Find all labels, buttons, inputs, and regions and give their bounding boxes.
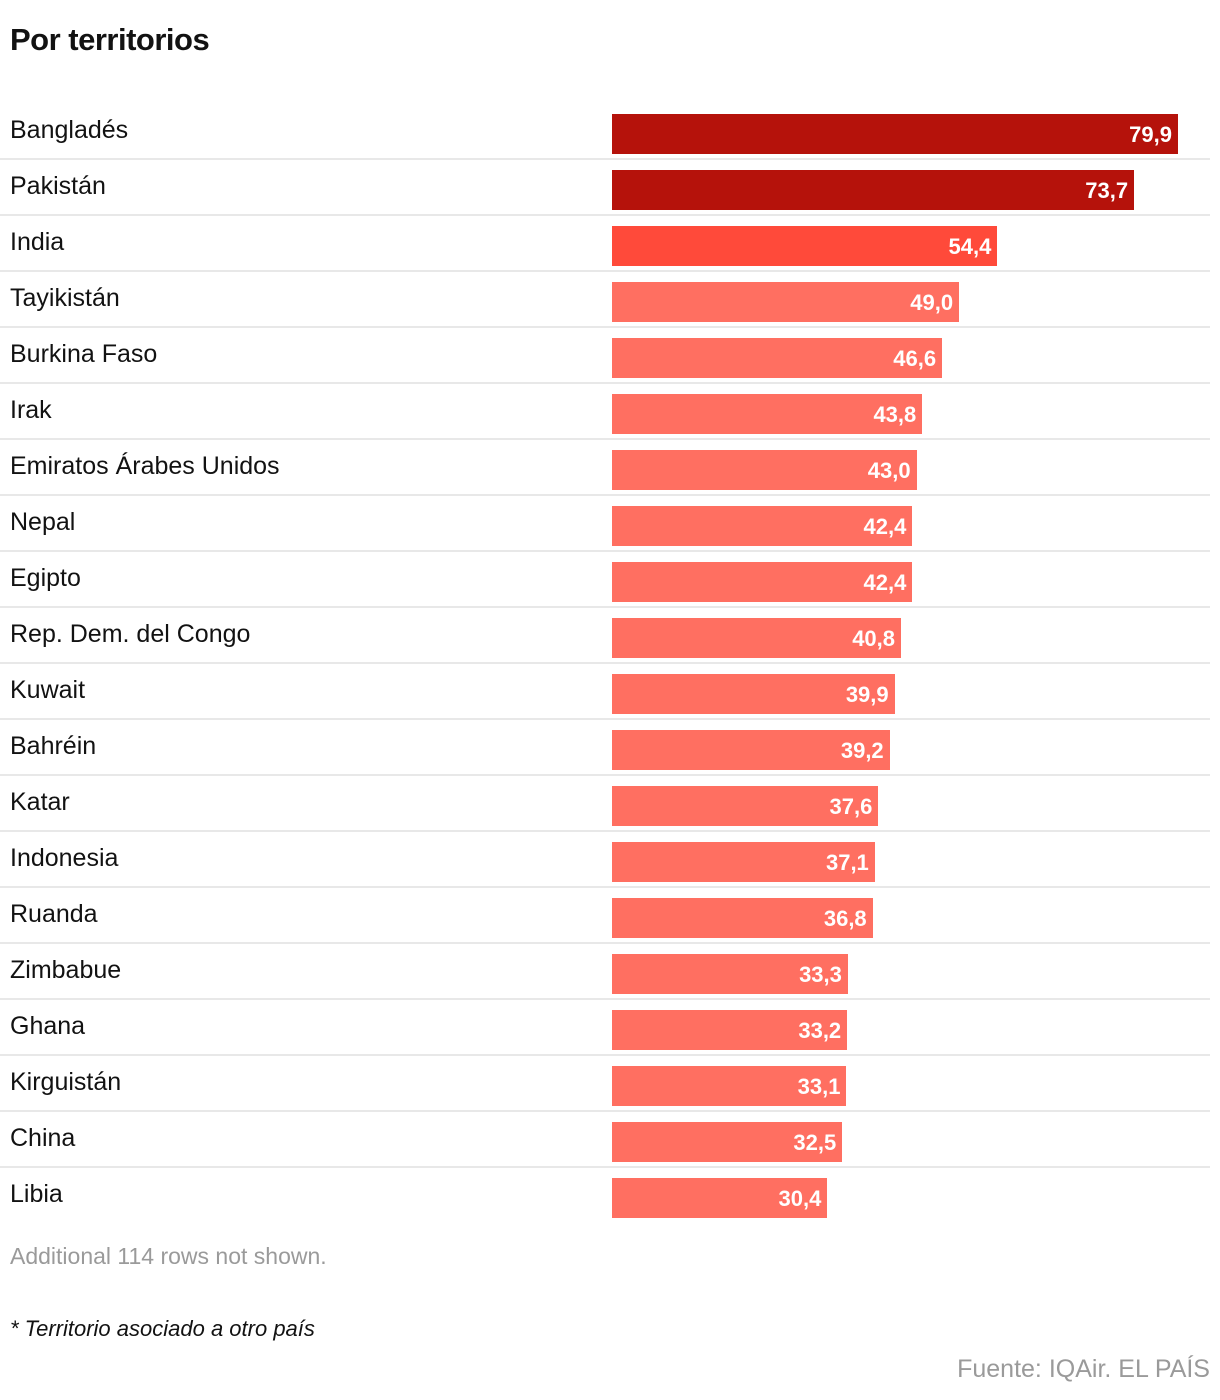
value-label: 43,0 — [867, 458, 911, 483]
value-label: 43,8 — [873, 402, 917, 427]
bar: 73,7 — [612, 170, 1135, 210]
value-label: 46,6 — [893, 346, 937, 371]
table-row: Pakistán 73,7 — [0, 160, 1210, 216]
country-label: Libia — [10, 1180, 63, 1208]
value-label: 73,7 — [1085, 178, 1129, 203]
bar: 30,4 — [612, 1178, 828, 1218]
bar: 79,9 — [612, 114, 1178, 154]
country-label: Ghana — [10, 1012, 86, 1040]
value-label: 32,5 — [793, 1130, 837, 1155]
table-row: Kuwait 39,9 — [0, 664, 1210, 720]
table-row: Libia 30,4 — [0, 1168, 1210, 1224]
bar: 33,2 — [612, 1010, 848, 1050]
footnote: * Territorio asociado a otro país — [10, 1316, 315, 1341]
bar: 39,9 — [612, 674, 895, 714]
table-row: Zimbabue 33,3 — [0, 944, 1210, 1000]
table-row: Indonesia 37,1 — [0, 832, 1210, 888]
value-label: 79,9 — [1129, 122, 1172, 147]
country-label: Bangladés — [10, 116, 129, 144]
bar: 39,2 — [612, 730, 890, 770]
table-row: Nepal 42,4 — [0, 496, 1210, 552]
country-label: Zimbabue — [10, 956, 122, 984]
country-label: Nepal — [10, 508, 76, 536]
bar: 32,5 — [612, 1122, 843, 1162]
country-label: Ruanda — [10, 900, 98, 928]
table-row: Burkina Faso 46,6 — [0, 328, 1210, 384]
value-label: 42,4 — [863, 514, 907, 539]
table-row: India 54,4 — [0, 216, 1210, 272]
bar: 46,6 — [612, 338, 943, 378]
value-label: 37,6 — [829, 794, 873, 819]
bar: 40,8 — [612, 618, 902, 658]
country-label: Kuwait — [10, 676, 86, 704]
country-label: China — [10, 1124, 76, 1152]
bar: 33,1 — [612, 1066, 847, 1106]
country-label: Bahréin — [10, 732, 97, 760]
country-label: Indonesia — [10, 844, 119, 872]
country-label: Emiratos Árabes Unidos — [10, 452, 280, 480]
bar: 43,0 — [612, 450, 917, 490]
table-row: Katar 37,6 — [0, 776, 1210, 832]
bar: 42,4 — [612, 506, 913, 546]
value-label: 33,2 — [798, 1018, 842, 1043]
bar: 37,1 — [612, 842, 875, 882]
value-label: 39,9 — [845, 682, 889, 707]
country-label: Kirguistán — [10, 1068, 122, 1096]
table-row: Tayikistán 49,0 — [0, 272, 1210, 328]
value-label: 33,1 — [797, 1074, 841, 1099]
table-row: Bahréin 39,2 — [0, 720, 1210, 776]
bar: 49,0 — [612, 282, 960, 322]
bar: 54,4 — [612, 226, 998, 266]
value-label: 39,2 — [840, 738, 884, 763]
value-label: 33,3 — [799, 962, 842, 987]
value-label: 49,0 — [910, 290, 954, 315]
value-label: 40,8 — [852, 626, 896, 651]
table-row: Irak 43,8 — [0, 384, 1210, 440]
rows-not-shown-note: Additional 114 rows not shown. — [10, 1243, 327, 1269]
country-label: Katar — [10, 788, 70, 816]
table-row: Ruanda 36,8 — [0, 888, 1210, 944]
table-row: Rep. Dem. del Congo 40,8 — [0, 608, 1210, 664]
bar: 36,8 — [612, 898, 873, 938]
country-label: India — [10, 228, 65, 256]
bar: 43,8 — [612, 394, 923, 434]
source-credit: Fuente: IQAir. EL PAÍS — [957, 1355, 1210, 1383]
table-row: Emiratos Árabes Unidos 43,0 — [0, 440, 1210, 496]
value-label: 54,4 — [948, 234, 992, 259]
value-label: 30,4 — [778, 1186, 822, 1211]
bar: 33,3 — [612, 954, 848, 994]
bar-chart: Bangladés 79,9 Pakistán 73,7 India 54,4 Tayiki… — [0, 104, 1210, 1224]
table-row: Kirguistán 33,1 — [0, 1056, 1210, 1112]
value-label: 42,4 — [863, 570, 907, 595]
bar: 37,6 — [612, 786, 879, 826]
bar: 42,4 — [612, 562, 913, 602]
country-label: Pakistán — [10, 172, 106, 200]
table-row: Egipto 42,4 — [0, 552, 1210, 608]
country-label: Egipto — [10, 564, 81, 592]
chart-title: Por territorios — [10, 22, 210, 57]
table-row: China 32,5 — [0, 1112, 1210, 1168]
value-label: 36,8 — [823, 906, 867, 931]
country-label: Irak — [10, 396, 52, 424]
country-label: Rep. Dem. del Congo — [10, 620, 251, 648]
table-row: Ghana 33,2 — [0, 1000, 1210, 1056]
table-row: Bangladés 79,9 — [0, 104, 1210, 160]
country-label: Tayikistán — [10, 284, 120, 312]
country-label: Burkina Faso — [10, 340, 158, 368]
value-label: 37,1 — [825, 850, 869, 875]
